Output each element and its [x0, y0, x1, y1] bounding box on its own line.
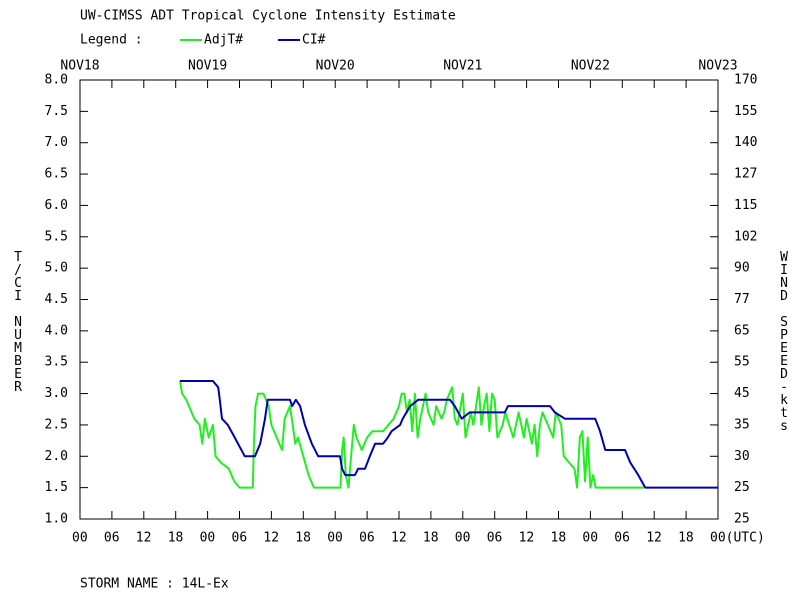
y2-tick-label: 77: [734, 292, 750, 307]
x-tick-label: 18: [295, 531, 311, 546]
footer: STORM NAME : 14L-Ex: [80, 577, 229, 592]
y-tick-label: 7.5: [45, 104, 68, 119]
x-tick-label: 18: [551, 531, 567, 546]
x-tick-label: 06: [359, 531, 375, 546]
chart-title: UW-CIMSS ADT Tropical Cyclone Intensity …: [80, 9, 456, 24]
y-tick-label: 6.0: [45, 198, 68, 213]
x-tick-label: 18: [168, 531, 184, 546]
date-tick-label: NOV18: [60, 59, 99, 74]
x-tick-label: 00: [327, 531, 343, 546]
y-tick-label: 2.5: [45, 417, 68, 432]
y2-tick-label: 55: [734, 355, 750, 370]
x-tick-label: 00: [72, 531, 88, 546]
date-tick-label: NOV22: [571, 59, 610, 74]
y-tick-label: 8.0: [45, 73, 68, 88]
x-tick-label: 12: [136, 531, 152, 546]
y2-tick-label: 170: [734, 73, 757, 88]
y2-tick-label: 30: [734, 449, 750, 464]
x-tick-label: 06: [104, 531, 120, 546]
x-tick-label: 06: [487, 531, 503, 546]
legend-label: Legend :: [80, 33, 143, 48]
y2-tick-label: 35: [734, 417, 750, 432]
y2-tick-label: 155: [734, 104, 757, 119]
y2-tick-label: 90: [734, 261, 750, 276]
legend-entry: CI#: [302, 33, 326, 48]
series-line: [179, 380, 644, 489]
y-tick-label: 7.0: [45, 135, 68, 150]
y-tick-label: 3.0: [45, 386, 68, 401]
y-tick-label: 1.5: [45, 480, 68, 495]
y-axis-label: T/CI NUMBER: [11, 250, 26, 393]
x-tick-label: 12: [391, 531, 407, 546]
y-tick-label: 4.5: [45, 292, 68, 307]
x-tick-label: 12: [263, 531, 279, 546]
y2-tick-label: 45: [734, 386, 750, 401]
y-tick-label: 5.0: [45, 261, 68, 276]
y2-axis-label: WIND SPEED-kts: [777, 250, 792, 432]
y-tick-label: 2.0: [45, 449, 68, 464]
x-tick-label: 12: [519, 531, 535, 546]
y2-tick-label: 140: [734, 135, 757, 150]
y2-tick-label: 65: [734, 323, 750, 338]
x-tick-label: 18: [423, 531, 439, 546]
x-tick-label: 06: [614, 531, 630, 546]
legend-entry: AdjT#: [204, 33, 243, 48]
y2-tick-label: 127: [734, 167, 757, 182]
y-tick-label: 5.5: [45, 229, 68, 244]
x-tick-label: 18: [678, 531, 694, 546]
date-tick-label: NOV23: [698, 59, 737, 74]
y2-tick-label: 25: [734, 480, 750, 495]
series-line: [180, 380, 718, 489]
y2-tick-label: 102: [734, 229, 757, 244]
x-tick-label: 00: [582, 531, 598, 546]
x-tick-label: 00: [455, 531, 471, 546]
y-tick-label: 6.5: [45, 167, 68, 182]
y2-tick-label: 25: [734, 512, 750, 527]
y-tick-label: 4.0: [45, 323, 68, 338]
y2-tick-label: 115: [734, 198, 757, 213]
x-tick-label: 00(UTC): [710, 531, 765, 546]
date-tick-label: NOV21: [443, 59, 482, 74]
y-tick-label: 3.5: [45, 355, 68, 370]
x-tick-label: 00: [200, 531, 216, 546]
y-tick-label: 1.0: [45, 512, 68, 527]
date-tick-label: NOV19: [188, 59, 227, 74]
x-tick-label: 12: [646, 531, 662, 546]
date-tick-label: NOV20: [316, 59, 355, 74]
x-tick-label: 06: [232, 531, 248, 546]
